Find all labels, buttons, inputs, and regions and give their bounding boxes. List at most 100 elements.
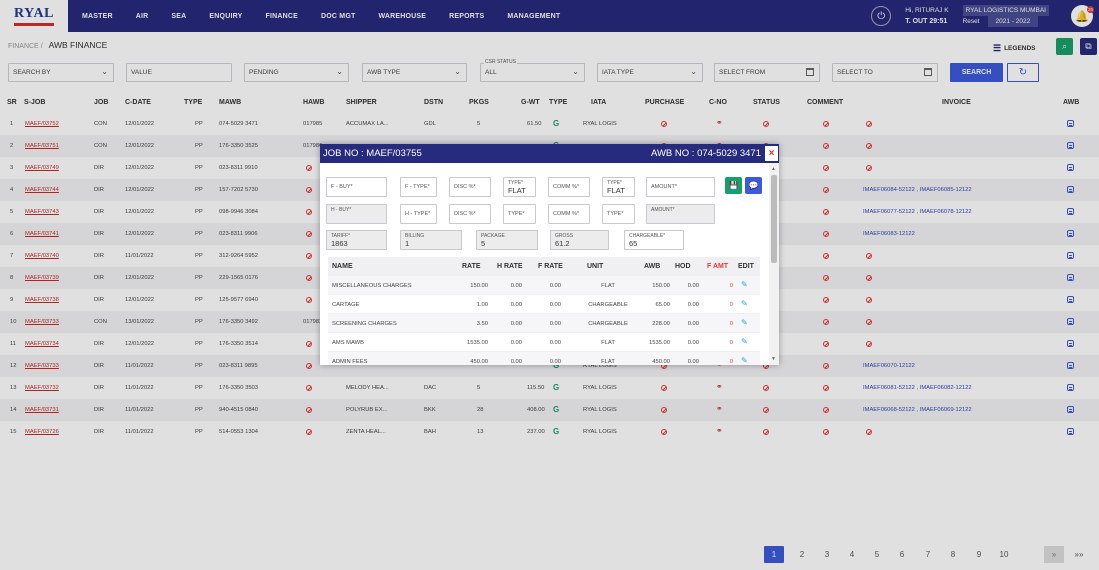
refresh-button[interactable]: ↻: [1007, 63, 1039, 82]
menu-finance[interactable]: FINANCE: [265, 12, 298, 20]
comment-button[interactable]: 💬: [745, 177, 762, 194]
cell-invoice-link[interactable]: IMAEF06070-12122: [863, 363, 915, 369]
comment-no-icon[interactable]: [823, 253, 829, 259]
table-row[interactable]: 12 MAEF/03733 DIR 11/01/2022 PP 023-8311 9895…: [0, 355, 1099, 377]
fields_row1-field-6[interactable]: AMOUNT*: [646, 177, 715, 197]
comment-no-icon[interactable]: [823, 143, 829, 149]
search-toggle-button[interactable]: ⌕: [1056, 38, 1073, 55]
fields_row2-field-5[interactable]: TYPE*: [602, 204, 635, 224]
cell-invoice-link[interactable]: IMAEF06084-52122 , IMAEF06085-12122: [863, 187, 972, 193]
page-6-button[interactable]: 6: [899, 550, 905, 559]
cell-sjob-link[interactable]: MAEF/03749: [25, 165, 59, 171]
select-from-date[interactable]: SELECT FROM: [714, 63, 820, 82]
comment-no-icon[interactable]: [823, 231, 829, 237]
comment-no-icon[interactable]: [823, 429, 829, 435]
page-11-button[interactable]: »: [1044, 546, 1064, 563]
company-name[interactable]: RYAL LOGISTICS MUMBAI: [962, 5, 1049, 16]
purchase-no-icon[interactable]: [661, 385, 667, 391]
edit-icon[interactable]: ✎: [741, 318, 748, 327]
select-to-date[interactable]: SELECT TO: [832, 63, 938, 82]
purchase-no-icon[interactable]: [661, 429, 667, 435]
csr-status-select[interactable]: CSR STATUS ALL ⌄: [480, 59, 585, 82]
fields_row3-field-3[interactable]: GROSS 61.2: [550, 230, 609, 250]
close-icon[interactable]: ×: [765, 146, 778, 161]
edit-icon[interactable]: ✎: [741, 299, 748, 308]
page-2-button[interactable]: 2: [799, 550, 805, 559]
awb-print-icon[interactable]: [1067, 164, 1074, 171]
fields_row2-field-2[interactable]: DISC %*: [449, 204, 491, 224]
fields_row1-field-3[interactable]: TYPE* FLAT: [503, 177, 536, 197]
cell-sjob-link[interactable]: MAEF/03733: [25, 319, 59, 325]
power-icon[interactable]: ⏻: [871, 6, 892, 26]
fields_row2-field-4[interactable]: COMM %*: [548, 204, 590, 224]
page-1-button[interactable]: 1: [764, 546, 784, 563]
fields_row3-field-4[interactable]: CHARGEABLE* 65: [624, 230, 684, 250]
cell-sjob-link[interactable]: MAEF/03741: [25, 231, 59, 237]
link-icon[interactable]: ⚭: [716, 118, 723, 127]
fields_row2-field-3[interactable]: TYPE*: [503, 204, 536, 224]
page-12-button[interactable]: »»: [1074, 550, 1084, 559]
cell-sjob-link[interactable]: MAEF/03738: [25, 297, 59, 303]
comment-no-icon[interactable]: [823, 187, 829, 193]
page-7-button[interactable]: 7: [925, 550, 931, 559]
awb-print-icon[interactable]: [1067, 208, 1074, 215]
cell-sjob-link[interactable]: MAEF/03734: [25, 341, 59, 347]
awb-print-icon[interactable]: [1067, 230, 1074, 237]
link-icon[interactable]: ⚭: [716, 426, 723, 435]
cell-sjob-link[interactable]: MAEF/03726: [25, 429, 59, 435]
calendar-icon[interactable]: [806, 68, 814, 76]
comment-no-icon[interactable]: [823, 297, 829, 303]
awb-print-icon[interactable]: [1067, 318, 1074, 325]
cell-sjob-link[interactable]: MAEF/03739: [25, 275, 59, 281]
page-3-button[interactable]: 3: [824, 550, 830, 559]
awb-type-select[interactable]: AWB TYPE ⌄: [362, 63, 467, 82]
table-row[interactable]: 15 MAEF/03726 DIR 11/01/2022 PP 514-0553 1304…: [0, 421, 1099, 443]
search-button[interactable]: SEARCH: [950, 63, 1003, 82]
status-select[interactable]: PENDING ⌄: [244, 63, 349, 82]
edit-icon[interactable]: ✎: [741, 280, 748, 289]
edit-icon[interactable]: ✎: [741, 337, 748, 346]
comment-no-icon[interactable]: [823, 165, 829, 171]
table-row[interactable]: 13 MAEF/03732 DIR 11/01/2022 PP 176-3350 3503…: [0, 377, 1099, 399]
cell-sjob-link[interactable]: MAEF/03733: [25, 363, 59, 369]
fields_row1-field-5[interactable]: TYPE* FLAT: [602, 177, 635, 197]
cell-invoice-link[interactable]: IMAEF06068-52122 , IMAEF06069-12122: [863, 407, 972, 413]
comment-no-icon[interactable]: [823, 319, 829, 325]
link-icon[interactable]: ⚭: [716, 382, 723, 391]
cell-invoice-link[interactable]: IMAEF06083-12122: [863, 231, 915, 237]
menu-enquiry[interactable]: ENQUIRY: [209, 12, 243, 20]
awb-print-icon[interactable]: [1067, 142, 1074, 149]
cell-invoice-link[interactable]: IMAEF06081-52122 , IMAEF06082-12122: [863, 385, 972, 391]
comment-no-icon[interactable]: [823, 275, 829, 281]
awb-print-icon[interactable]: [1067, 406, 1074, 413]
scroll-down-icon[interactable]: ▼: [771, 356, 776, 362]
bell-icon[interactable]: 🔔 25: [1071, 5, 1094, 27]
cell-sjob-link[interactable]: MAEF/03740: [25, 253, 59, 259]
purchase-no-icon[interactable]: [661, 407, 667, 413]
comment-no-icon[interactable]: [823, 209, 829, 215]
cell-invoice-link[interactable]: IMAEF06077-52122 , IMAEF06078-12122: [863, 209, 972, 215]
menu-sea[interactable]: SEA: [171, 12, 187, 20]
cell-sjob-link[interactable]: MAEF/03731: [25, 407, 59, 413]
awb-print-icon[interactable]: [1067, 120, 1074, 127]
cell-sjob-link[interactable]: MAEF/03732: [25, 385, 59, 391]
comment-no-icon[interactable]: [823, 341, 829, 347]
fields_row1-field-1[interactable]: F - TYPE*: [400, 177, 437, 197]
awb-print-icon[interactable]: [1067, 384, 1074, 391]
comment-no-icon[interactable]: [823, 121, 829, 127]
comment-no-icon[interactable]: [823, 407, 829, 413]
fields_row1-field-2[interactable]: DISC %*: [449, 177, 491, 197]
cell-sjob-link[interactable]: MAEF/03751: [25, 143, 59, 149]
legends-button[interactable]: ☰ LEGENDS: [993, 43, 1036, 54]
comment-no-icon[interactable]: [823, 363, 829, 369]
table-row[interactable]: 1 MAEF/03752 CON 12/01/2022 PP 074-5029 3471 0…: [0, 113, 1099, 135]
save-button[interactable]: 💾: [725, 177, 742, 194]
menu-doc-mgt[interactable]: DOC MGT: [320, 12, 356, 20]
scroll-up-icon[interactable]: ▲: [771, 166, 776, 172]
link-icon[interactable]: ⚭: [716, 404, 723, 413]
fields_row3-field-1[interactable]: BILLING 1: [400, 230, 462, 250]
edit-icon[interactable]: ✎: [741, 356, 748, 365]
filter-toggle-button[interactable]: ⧉: [1080, 38, 1097, 55]
cell-sjob-link[interactable]: MAEF/03743: [25, 209, 59, 215]
awb-print-icon[interactable]: [1067, 362, 1074, 369]
